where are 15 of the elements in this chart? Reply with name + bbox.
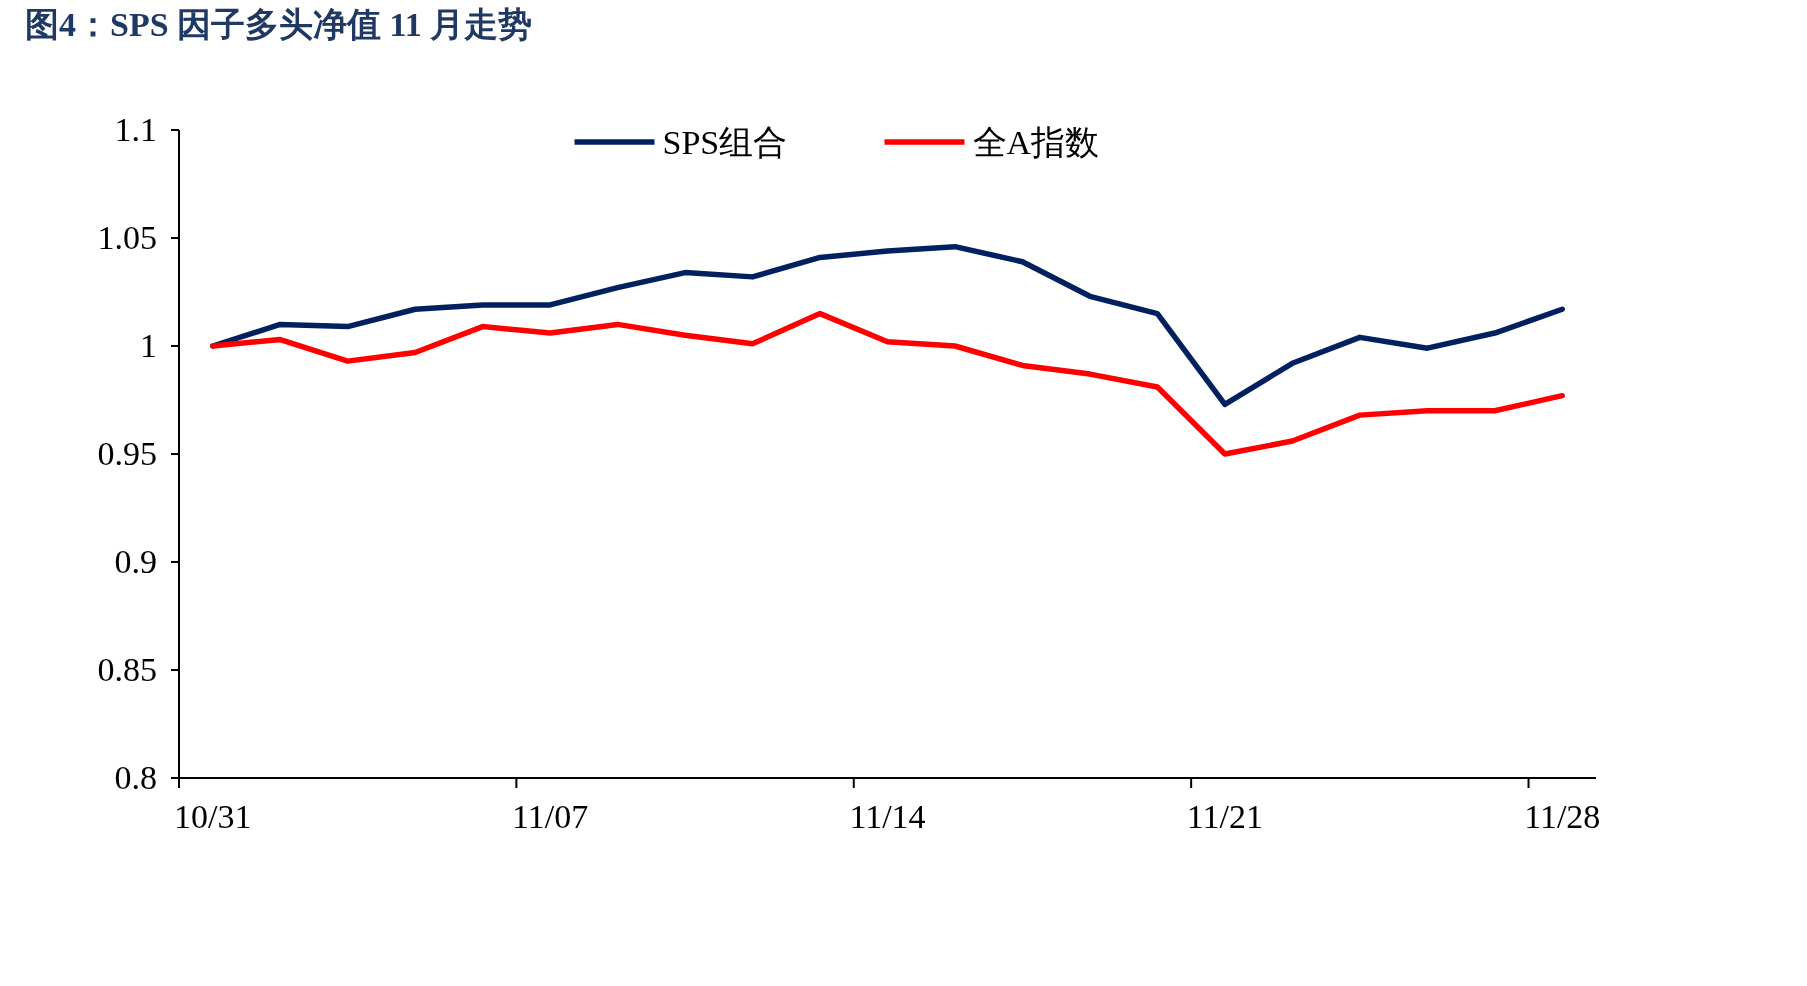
x-tick-label: 10/31 xyxy=(174,798,252,835)
x-tick-label: 11/21 xyxy=(1186,798,1263,835)
y-tick-label: 1.05 xyxy=(97,219,157,256)
y-tick-label: 0.95 xyxy=(97,435,157,472)
y-tick-label: 0.9 xyxy=(114,543,157,580)
y-tick-label: 1.1 xyxy=(114,111,157,148)
x-tick-label: 11/07 xyxy=(512,798,589,835)
y-tick-label: 0.8 xyxy=(114,759,157,796)
x-tick-label: 11/28 xyxy=(1524,798,1601,835)
x-tick-label: 11/14 xyxy=(849,798,926,835)
legend-label: SPS组合 xyxy=(662,124,788,161)
chart-title: 图4：SPS 因子多头净值 11 月走势 xyxy=(25,6,533,43)
y-tick-label: 1 xyxy=(140,327,157,364)
y-tick-label: 0.85 xyxy=(97,651,157,688)
legend-label: 全A指数 xyxy=(972,124,1100,161)
